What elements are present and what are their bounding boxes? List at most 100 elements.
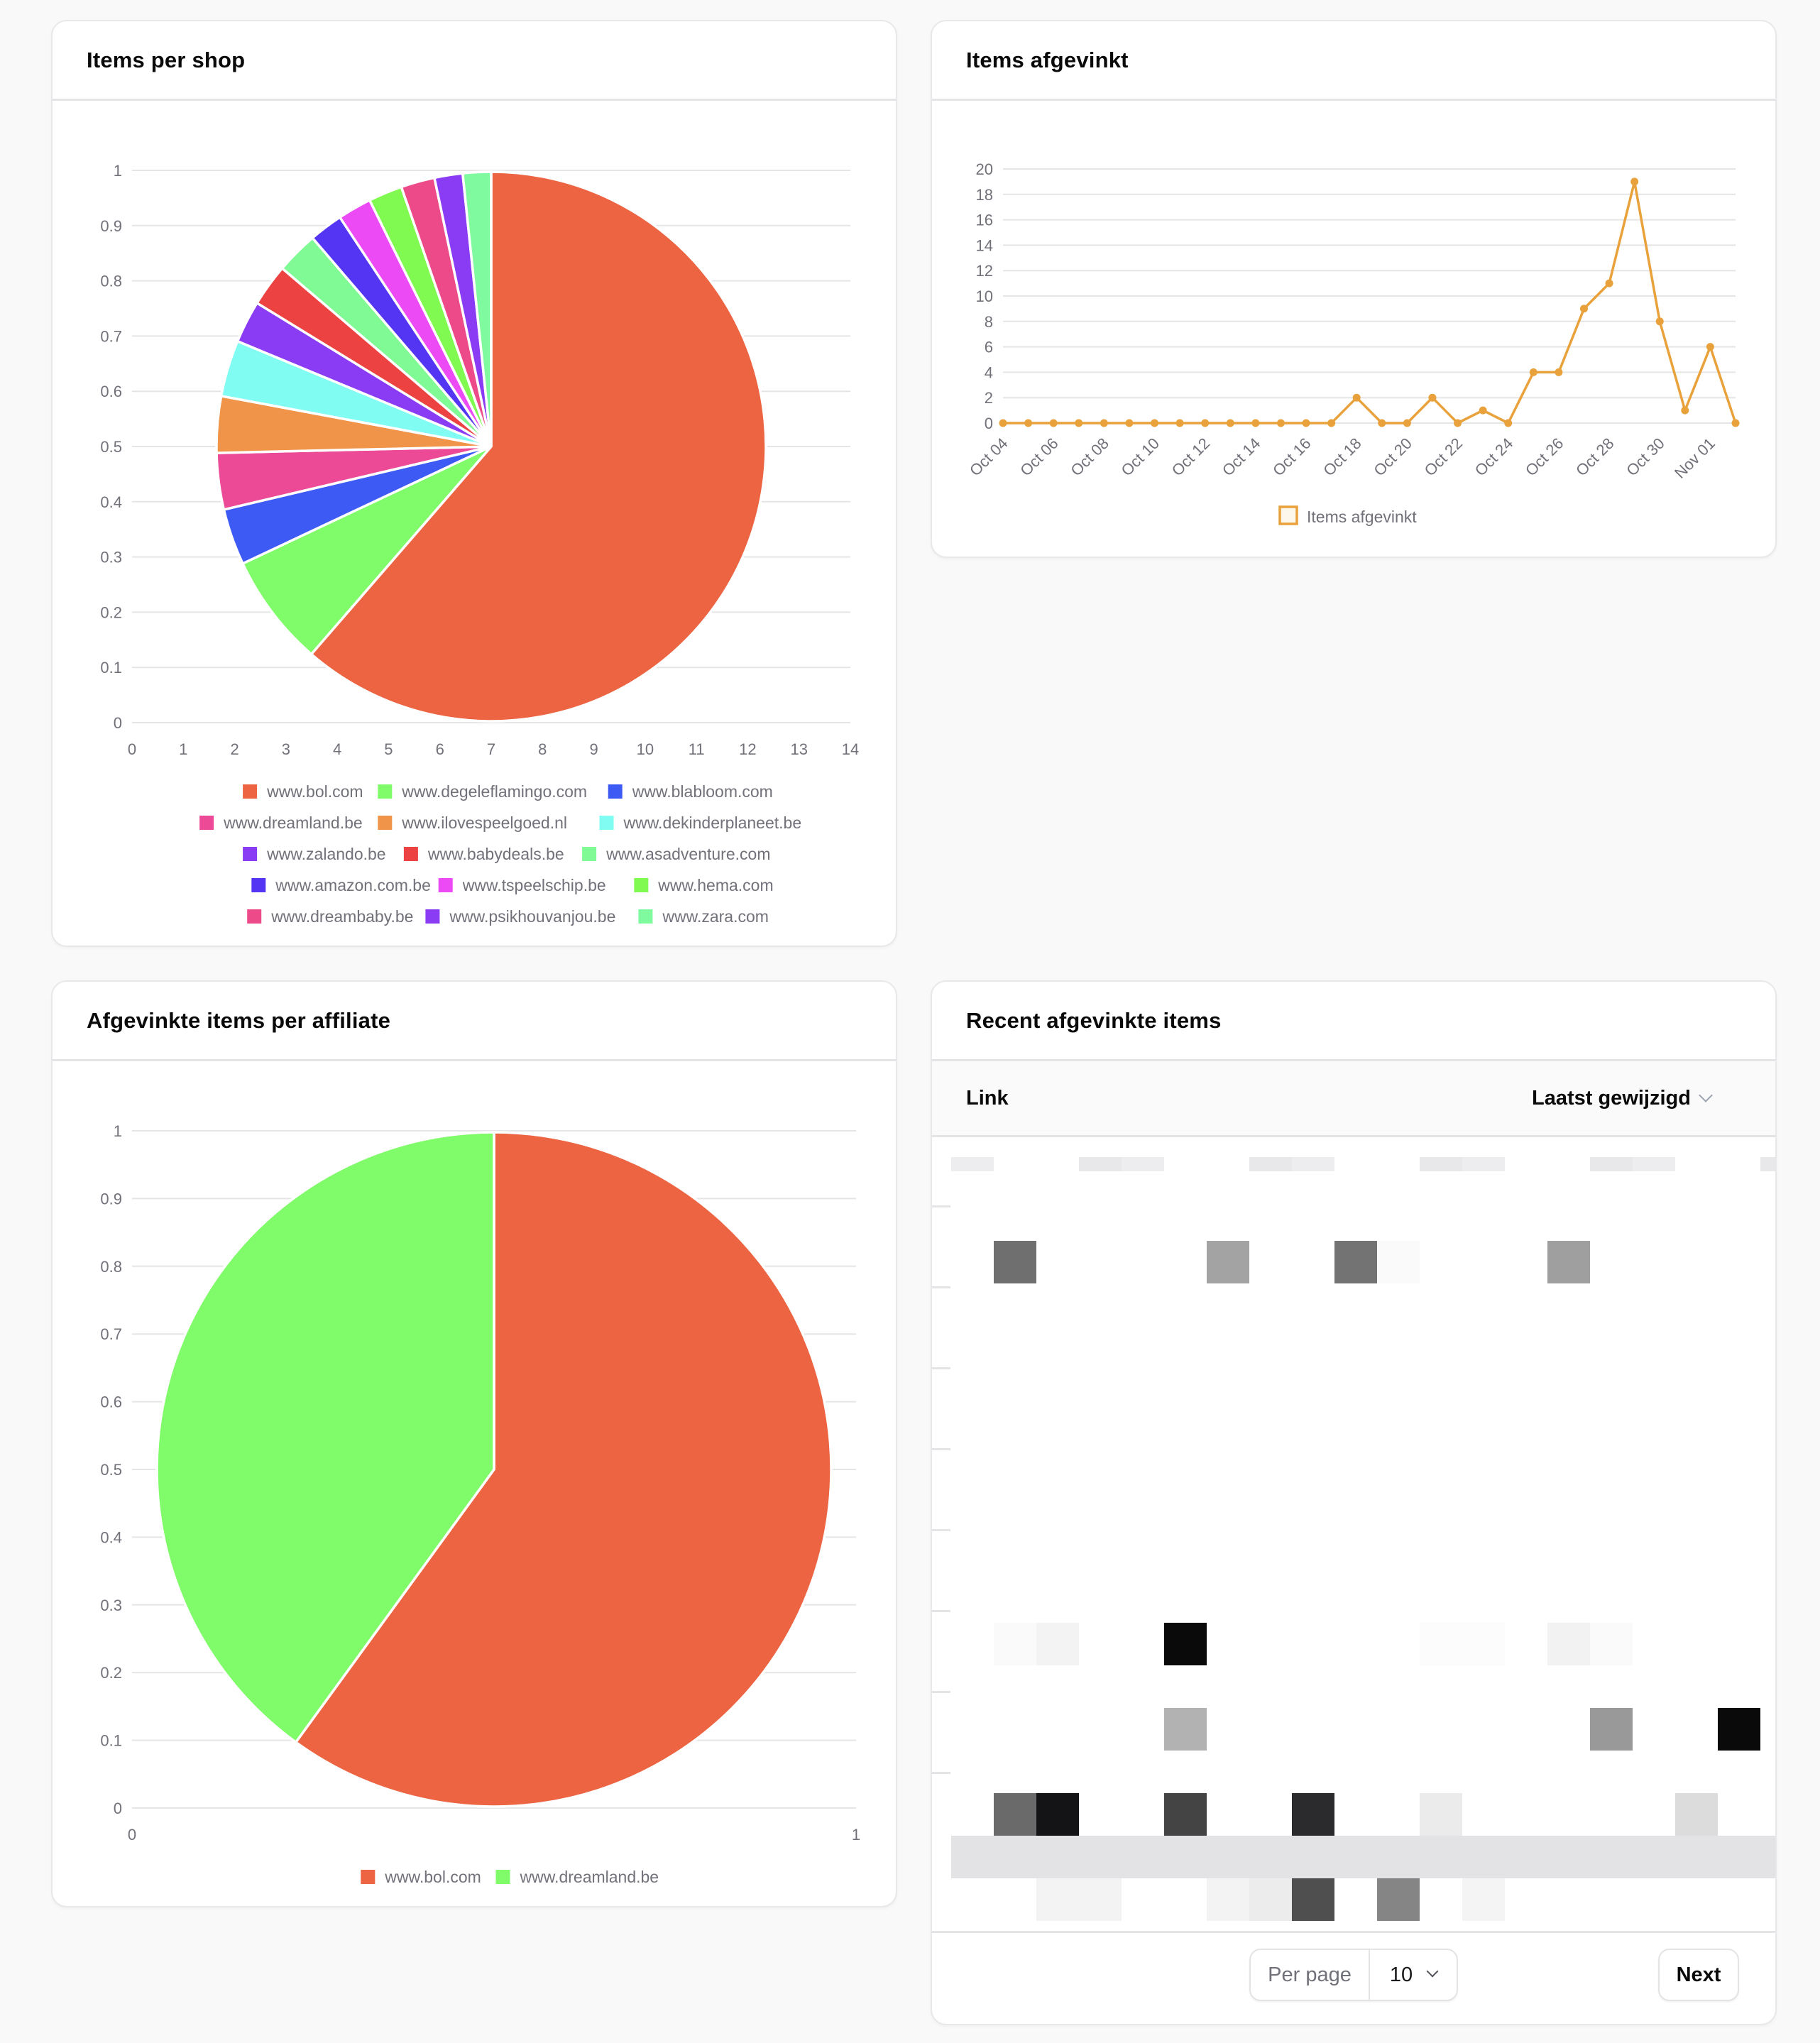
y-tick-label: 18 [976,186,993,204]
per-page-select[interactable]: 10 [1370,1963,1457,1987]
x-tick-label: Oct 30 [1623,434,1668,480]
obscured-cell [1079,1878,1122,1921]
x-tick-label: Oct 04 [966,434,1012,480]
per-page-value: 10 [1389,1963,1413,1986]
row-divider [932,1610,950,1612]
obscured-cell [1633,1157,1675,1171]
obscured-cell [1462,1157,1505,1171]
y-tick-label: 0.6 [100,383,122,400]
obscured-cell [1718,1708,1760,1751]
card-title: Items afgevinkt [966,47,1129,72]
chevron-down-icon [1699,1088,1713,1102]
x-tick-label: Oct 08 [1067,434,1112,480]
card-header: Items afgevinkt [932,21,1775,101]
pie-slice [461,170,493,447]
obscured-cell [1462,1623,1505,1665]
legend-label: www.bol.com [266,782,363,801]
x-tick-label: 1 [179,740,187,758]
data-point [1454,419,1462,427]
legend-label: www.blabloom.com [632,782,773,801]
row-divider [932,1772,950,1774]
data-point [1175,419,1184,427]
obscured-cell [1334,1241,1377,1283]
x-tick-label: 1 [852,1826,860,1844]
x-tick-label: 12 [739,740,756,758]
data-point [1251,419,1260,427]
x-tick-label: 6 [436,740,444,758]
x-tick-label: Oct 06 [1016,434,1062,480]
obscured-cell [1164,1793,1207,1836]
legend-swatch [638,909,653,924]
data-point [1302,419,1310,427]
legend-label: www.ilovespeelgoed.nl [401,814,567,832]
legend-label: www.bol.com [384,1868,481,1886]
legend-swatch [403,847,418,861]
card-header: Afgevinkte items per affiliate [53,982,896,1061]
legend-swatch [1278,505,1298,525]
obscured-cell [1377,1241,1420,1283]
legend-label: www.zara.com [662,907,769,926]
y-tick-label: 0.2 [100,603,122,621]
y-tick-label: 4 [985,363,993,381]
obscured-cell [1420,1157,1462,1171]
legend-swatch [243,784,258,799]
x-tick-label: 7 [487,740,495,758]
obscured-cell [951,1157,994,1171]
x-tick-label: Oct 14 [1219,434,1264,480]
items-per-shop-chart: 00.10.20.30.40.50.60.70.80.910 1 2 3 4 5 6 7 8 9 1… [100,162,859,926]
obscured-cell [1420,1793,1462,1836]
obscured-cell [1036,1623,1079,1665]
obscured-cell [1462,1878,1505,1921]
row-divider [932,1286,950,1288]
pie-slice [241,445,493,657]
y-tick-label: 0.7 [100,1325,122,1343]
legend-swatch [251,878,266,892]
x-tick-label: Oct 20 [1370,434,1415,480]
card-title: Afgevinkte items per affiliate [87,1007,391,1033]
x-tick-label: Oct 10 [1118,434,1163,480]
x-tick-label: 5 [384,740,393,758]
recent-items-card: Recent afgevinkte items Link Laatst gewi… [931,980,1777,2025]
x-tick-label: 10 [637,740,654,758]
per-page-label: Per page [1251,1950,1370,2000]
legend-swatch [608,784,623,799]
column-header-link[interactable]: Link [966,1087,1009,1110]
y-tick-label: 2 [985,389,993,407]
x-tick-label: 0 [128,1826,136,1844]
y-tick-label: 0.8 [100,1258,122,1276]
affiliate-card: Afgevinkte items per affiliate 0 0.1 0.2 0.… [51,980,897,1907]
per-page-control: Per page 10 [1249,1949,1458,2001]
y-tick-label: 0.4 [100,1528,122,1546]
next-page-button[interactable]: Next [1658,1949,1739,2001]
data-point [1125,419,1134,427]
data-point [1327,419,1336,427]
y-tick-label: 0.1 [100,659,122,677]
legend-label: www.asadventure.com [605,845,770,863]
y-tick-label: 0 [114,1800,122,1817]
y-tick-label: 0 [114,714,122,732]
data-point [1605,279,1613,287]
column-header-label: Laatst gewijzigd [1532,1087,1691,1110]
obscured-cell [1547,1623,1590,1665]
pie-slice [155,1131,495,1744]
legend-swatch [378,784,393,799]
y-tick-label: 0.6 [100,1393,122,1411]
data-point [1352,393,1361,402]
highlighted-row[interactable] [951,1836,1775,1878]
obscured-cell [1122,1157,1164,1171]
obscured-cell [1164,1623,1207,1665]
data-point [999,419,1007,427]
obscured-cell [1292,1793,1334,1836]
legend-swatch [634,878,649,892]
legend-swatch [199,816,214,830]
y-tick-label: 16 [976,212,993,229]
column-header-last-modified[interactable]: Laatst gewijzigd [1532,1087,1713,1110]
y-tick-label: 0.2 [100,1664,122,1682]
card-title: Items per shop [87,47,246,72]
y-tick-label: 6 [985,339,993,356]
y-tick-label: 0.7 [100,327,122,345]
card-header: Recent afgevinkte items [932,982,1775,1061]
data-point [1630,177,1639,186]
data-point [1731,419,1740,427]
card-title: Recent afgevinkte items [966,1007,1222,1033]
